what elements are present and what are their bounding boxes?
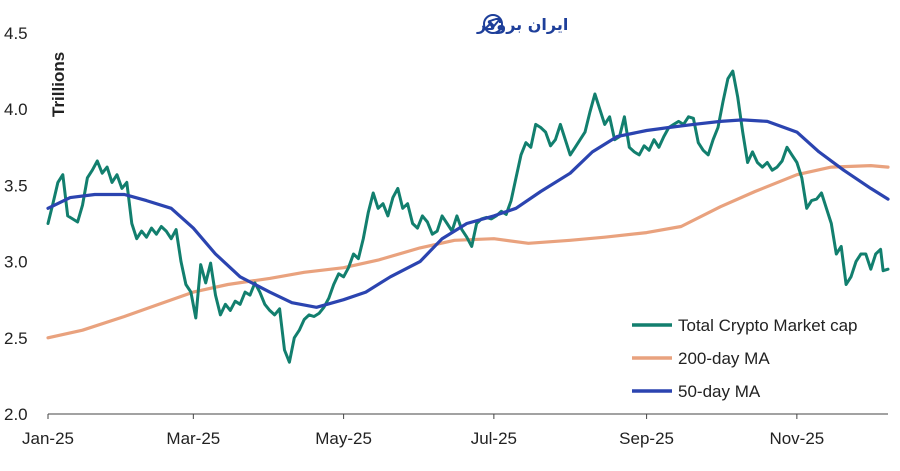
x-tick-label: Nov-25 [769,429,824,448]
legend-label: 50-day MA [678,382,761,401]
x-tick-label: Jan-25 [22,429,74,448]
y-tick-label: 2.0 [4,405,28,424]
series-line-200-day-ma [46,164,890,340]
watermark-logo: ایران بروکر [476,14,568,34]
y-axis: 2.0 2.5 3.0 3.5 4.0 4.5 [4,24,28,424]
y-tick-label: 4.0 [4,100,28,119]
x-tick-label: Jul-25 [471,429,517,448]
legend: Total Crypto Market cap 200-day MA 50-day … [632,316,858,401]
x-tick-label: Mar-25 [166,429,220,448]
y-tick-label: 3.0 [4,253,28,272]
y-tick-label: 3.5 [4,176,28,195]
series-line-50-day-ma [46,118,890,309]
series-line-total-market-cap [46,69,890,364]
y-tick-label: 2.5 [4,329,28,348]
y-axis-label: Trillions [49,52,68,117]
legend-label: 200-day MA [678,349,770,368]
trend-chart-logo-icon [483,14,503,34]
x-tick-label: May-25 [315,429,372,448]
x-axis: Jan-25 Mar-25 May-25 Jul-25 Sep-25 Nov-25 [22,413,888,448]
y-tick-label: 4.5 [4,24,28,43]
legend-label: Total Crypto Market cap [678,316,858,335]
x-tick-label: Sep-25 [619,429,674,448]
series-layer [46,69,890,364]
